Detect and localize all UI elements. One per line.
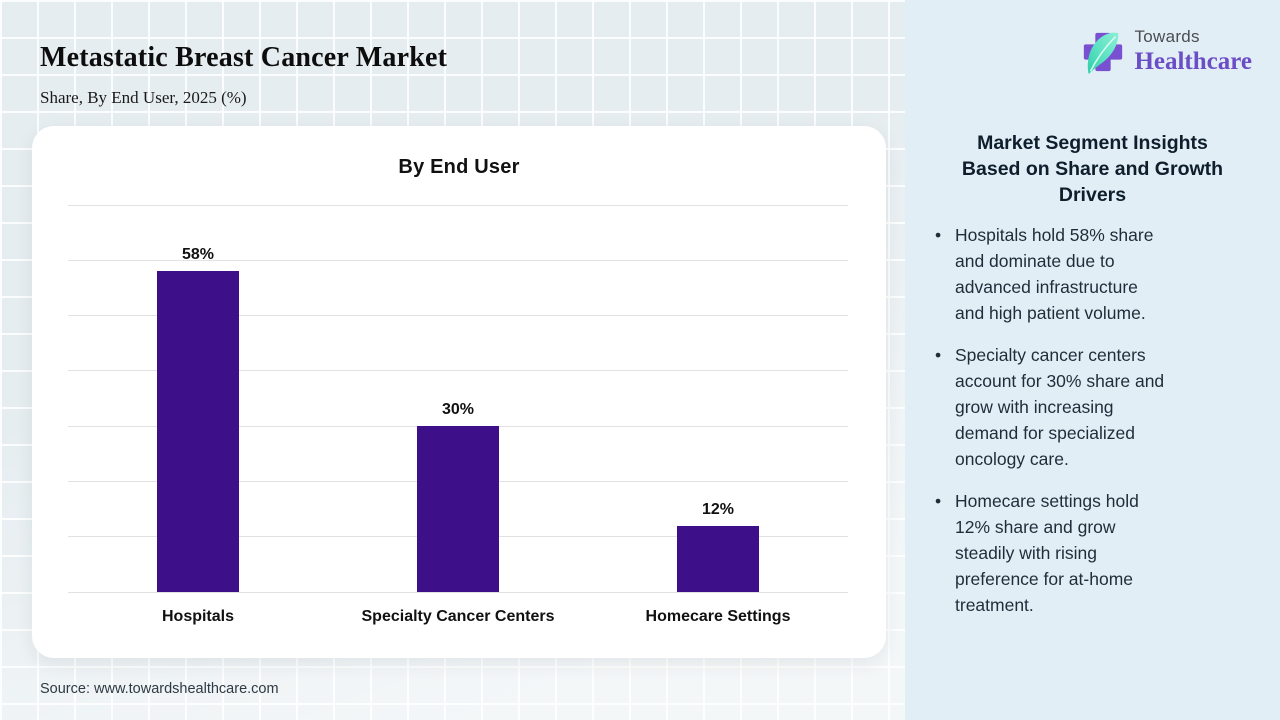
gridline	[68, 259, 848, 261]
bar-group-specialty-cancer-centers: 30%	[417, 401, 499, 592]
chart-title: By End User	[398, 156, 520, 178]
gridline	[68, 370, 848, 372]
page-subtitle: Share, By End User, 2025 (%)	[40, 88, 247, 107]
chart-card: By End User 58% 30% 12% Hospitals Specia…	[32, 126, 886, 658]
insights-heading: Market Segment Insights Based on Share a…	[961, 132, 1224, 206]
left-section: Metastatic Breast Cancer Market Share, B…	[0, 0, 905, 720]
brand-logo: Towards Healthcare	[1080, 27, 1252, 76]
gridline	[68, 315, 848, 317]
bar-value-label: 30%	[441, 401, 475, 419]
bar-group-homecare-settings: 12%	[677, 501, 759, 592]
insight-item-specialty-cancer-centers: Specialty cancer centers account for 30%…	[933, 342, 1253, 472]
category-label-specialty-cancer-centers: Specialty Cancer Centers	[361, 608, 555, 625]
insights-list: Hospitals hold 58% share and dominate du…	[933, 222, 1253, 634]
page-title: Metastatic Breast Cancer Market	[40, 42, 448, 73]
cross-leaf-icon	[1084, 32, 1123, 74]
plot-area: 58% 30% 12%	[68, 204, 848, 593]
bar-value-label: 58%	[181, 246, 214, 264]
gridline	[68, 204, 848, 206]
bar-homecare-settings	[677, 525, 759, 592]
insights-panel: Towards Healthcare Market Segment Insigh…	[905, 0, 1280, 720]
insight-item-hospitals: Hospitals hold 58% share and dominate du…	[933, 222, 1253, 326]
page-header: Metastatic Breast Cancer Market Share, B…	[40, 42, 447, 108]
logo-healthcare: Healthcare	[1134, 48, 1252, 75]
insight-item-homecare-settings: Homecare settings hold 12% share and gro…	[933, 488, 1253, 618]
bar-group-hospitals: 58%	[156, 246, 239, 592]
bar-specialty-cancer-centers	[417, 426, 499, 592]
bar-hospitals	[156, 271, 239, 592]
bar-value-label: 12%	[701, 500, 735, 518]
gridline	[68, 591, 848, 593]
category-label-hospitals: Hospitals	[161, 608, 234, 625]
category-label-homecare-settings: Homecare Settings	[645, 608, 791, 625]
category-axis: Hospitals Specialty Cancer Centers Homec…	[68, 608, 848, 626]
source-text: Source: www.towardshealthcare.com	[40, 681, 279, 697]
logo-text: Towards Healthcare	[1134, 27, 1252, 76]
logo-towards: Towards	[1134, 27, 1200, 46]
